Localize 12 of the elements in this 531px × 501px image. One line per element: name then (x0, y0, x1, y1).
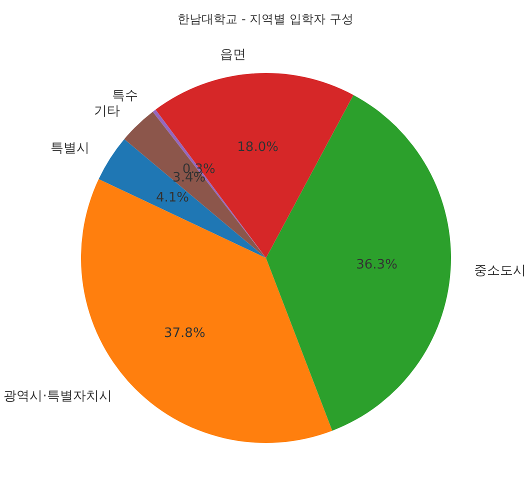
slice-label: 기타 (94, 104, 120, 119)
slice-label: 광역시·특별자치시 (4, 388, 112, 404)
data-label: 36.3% (356, 257, 398, 272)
data-label: 37.8% (164, 326, 206, 342)
data-label: 4.1% (156, 190, 190, 206)
slice-label: 중소도시 (474, 263, 526, 278)
data-label: 18.0% (237, 140, 278, 155)
chart-title: 한남대학교 - 지역별 입학자 구성 (178, 12, 354, 26)
data-label: 3.4% (172, 170, 206, 186)
slice-label: 읍면 (220, 48, 246, 63)
slice-label: 특수 (112, 88, 138, 104)
slice-label: 특별시 (50, 140, 90, 156)
